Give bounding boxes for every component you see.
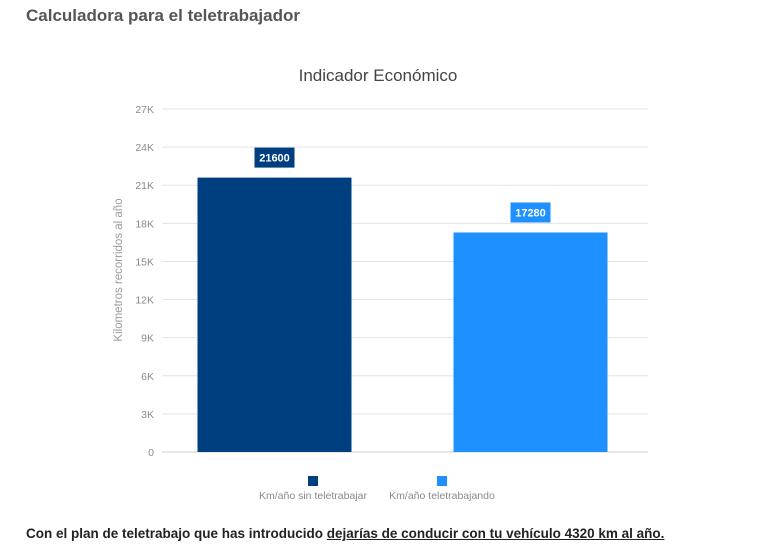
y-tick-label: 21K	[135, 180, 154, 192]
page-title: Calculadora para el teletrabajador	[26, 6, 300, 25]
y-tick-label: 18K	[135, 218, 154, 230]
legend-swatch[interactable]	[308, 476, 318, 486]
legend-label[interactable]: Km/año sin teletrabajar	[259, 490, 367, 502]
bar[interactable]	[453, 232, 608, 452]
footer-text: Con el plan de teletrabajo que has intro…	[26, 526, 327, 541]
legend-label[interactable]: Km/año teletrabajando	[389, 490, 495, 502]
footer-highlight: dejarías de conducir con tu vehículo 432…	[326, 526, 665, 541]
bars	[197, 177, 608, 452]
data-label-box	[254, 147, 295, 168]
chart-svg: Indicador Económico Kilometros recorrido…	[113, 66, 648, 502]
legend: Km/año sin teletrabajar Km/año teletrabaj…	[259, 476, 495, 502]
y-axis-label: Kilometros recorridos al año	[113, 198, 125, 341]
y-tick-label: 0	[148, 447, 154, 459]
legend-swatch[interactable]	[437, 476, 447, 486]
data-labels: 21600 17280	[254, 147, 551, 223]
data-label: 17280	[515, 207, 546, 219]
y-tick-label: 15K	[135, 256, 154, 268]
bar[interactable]	[197, 177, 352, 452]
chart-title: Indicador Económico	[299, 66, 458, 85]
y-tick-label: 24K	[135, 142, 154, 154]
data-label: 21600	[259, 153, 290, 165]
y-tick-label: 3K	[141, 409, 154, 421]
y-tick-label: 27K	[135, 104, 154, 116]
y-tick-label: 12K	[135, 295, 154, 307]
footer-summary: Con el plan de teletrabajo que has intro…	[26, 526, 664, 541]
chart: Indicador Económico Kilometros recorrido…	[113, 66, 648, 502]
y-tick-label: 6K	[141, 371, 154, 383]
y-tick-label: 9K	[141, 333, 154, 345]
data-label-box	[510, 202, 551, 223]
